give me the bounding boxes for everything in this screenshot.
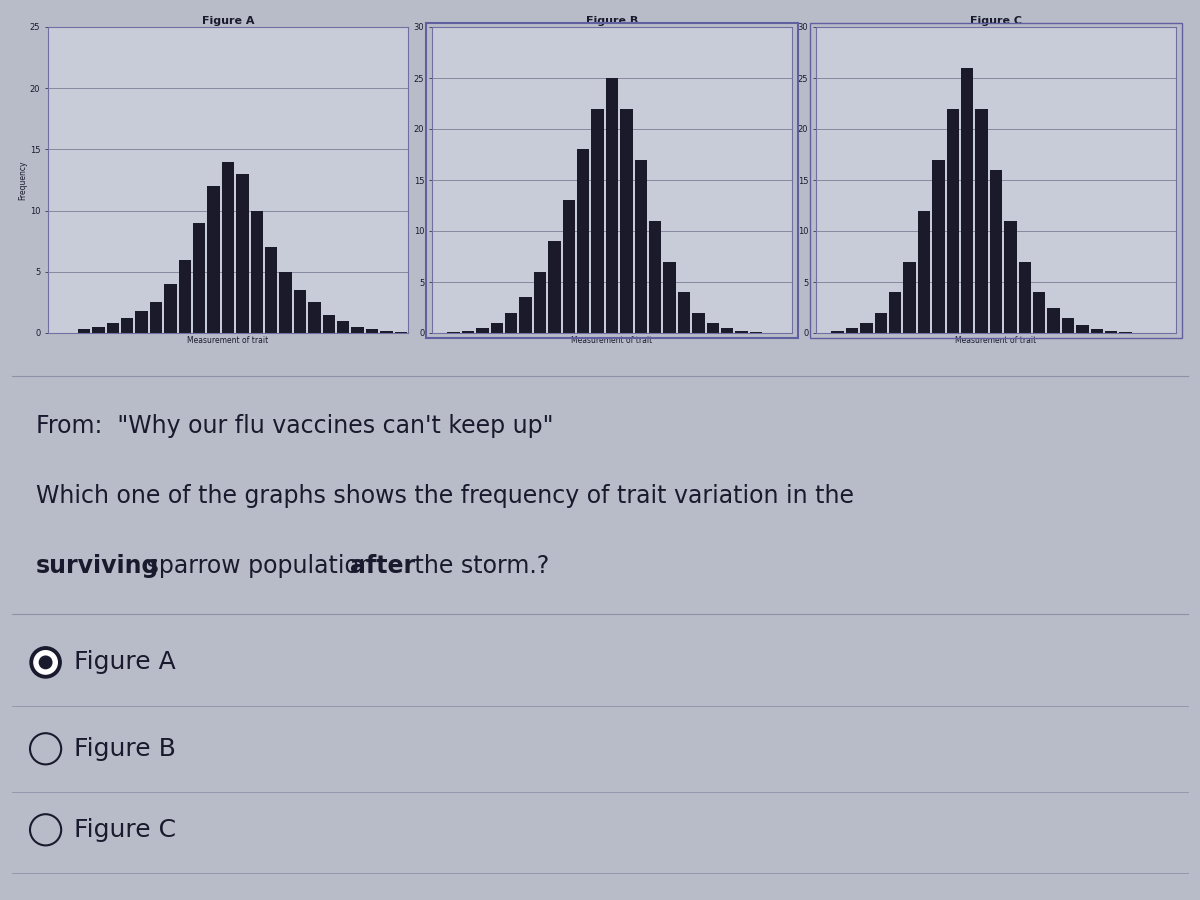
Ellipse shape xyxy=(40,656,52,669)
Bar xyxy=(164,284,176,333)
Bar xyxy=(505,312,517,333)
Bar xyxy=(1105,331,1117,333)
Text: sparrow population: sparrow population xyxy=(139,554,380,579)
Bar xyxy=(904,262,916,333)
Bar xyxy=(1004,220,1016,333)
Bar xyxy=(918,211,930,333)
Ellipse shape xyxy=(30,647,61,678)
Bar xyxy=(606,78,618,333)
Text: Figure A: Figure A xyxy=(74,651,176,674)
Bar xyxy=(294,290,306,333)
Ellipse shape xyxy=(34,651,58,674)
Bar xyxy=(308,302,320,333)
Bar xyxy=(280,272,292,333)
Bar xyxy=(193,223,205,333)
Bar xyxy=(251,211,263,333)
Bar xyxy=(721,328,733,333)
Bar xyxy=(136,311,148,333)
Bar xyxy=(577,149,589,333)
Bar xyxy=(352,327,364,333)
Bar xyxy=(932,159,944,333)
Bar xyxy=(337,320,349,333)
Bar xyxy=(265,248,277,333)
Bar xyxy=(491,323,503,333)
Text: surviving: surviving xyxy=(36,554,160,579)
Bar xyxy=(563,201,575,333)
Y-axis label: Frequency: Frequency xyxy=(18,160,28,200)
Bar xyxy=(875,312,887,333)
Bar xyxy=(707,323,719,333)
Bar xyxy=(462,331,474,333)
Bar xyxy=(832,331,844,333)
Bar xyxy=(476,328,488,333)
Bar xyxy=(366,329,378,333)
Bar xyxy=(380,330,392,333)
Bar xyxy=(889,292,901,333)
Bar xyxy=(846,328,858,333)
Bar xyxy=(448,332,460,333)
Bar xyxy=(976,109,988,333)
Bar xyxy=(323,315,335,333)
Bar xyxy=(534,272,546,333)
Bar xyxy=(961,68,973,333)
Bar xyxy=(236,174,248,333)
Bar xyxy=(750,332,762,333)
Bar xyxy=(520,297,532,333)
Title: Figure B: Figure B xyxy=(586,16,638,26)
Bar xyxy=(1120,332,1132,333)
X-axis label: Measurement of trait: Measurement of trait xyxy=(187,336,269,345)
Bar xyxy=(150,302,162,333)
Bar xyxy=(92,327,104,333)
Bar xyxy=(78,329,90,333)
Bar xyxy=(1048,308,1060,333)
Bar xyxy=(121,319,133,333)
Bar xyxy=(620,109,632,333)
Bar xyxy=(1076,325,1088,333)
Bar xyxy=(548,241,560,333)
Bar xyxy=(107,323,119,333)
Text: Figure B: Figure B xyxy=(74,737,176,760)
Bar xyxy=(208,186,220,333)
Bar xyxy=(692,312,704,333)
Bar xyxy=(947,109,959,333)
Text: the storm.?: the storm.? xyxy=(407,554,550,579)
Text: Figure C: Figure C xyxy=(74,818,176,842)
Bar xyxy=(395,332,407,333)
Title: Figure A: Figure A xyxy=(202,16,254,26)
Bar xyxy=(1062,318,1074,333)
Bar xyxy=(635,159,647,333)
X-axis label: Measurement of trait: Measurement of trait xyxy=(955,336,1037,345)
Bar xyxy=(179,259,191,333)
Bar xyxy=(678,292,690,333)
Bar xyxy=(736,331,748,333)
Bar xyxy=(1091,328,1103,333)
X-axis label: Measurement of trait: Measurement of trait xyxy=(571,336,653,345)
Text: Which one of the graphs shows the frequency of trait variation in the: Which one of the graphs shows the freque… xyxy=(36,484,854,508)
Bar xyxy=(664,262,676,333)
Bar xyxy=(860,323,872,333)
Bar xyxy=(222,162,234,333)
Bar xyxy=(649,220,661,333)
Text: after: after xyxy=(350,554,415,579)
Text: From:  "Why our flu vaccines can't keep up": From: "Why our flu vaccines can't keep u… xyxy=(36,414,553,438)
Bar xyxy=(1019,262,1031,333)
Bar xyxy=(1033,292,1045,333)
Bar xyxy=(990,170,1002,333)
Bar xyxy=(592,109,604,333)
Title: Figure C: Figure C xyxy=(970,16,1022,26)
